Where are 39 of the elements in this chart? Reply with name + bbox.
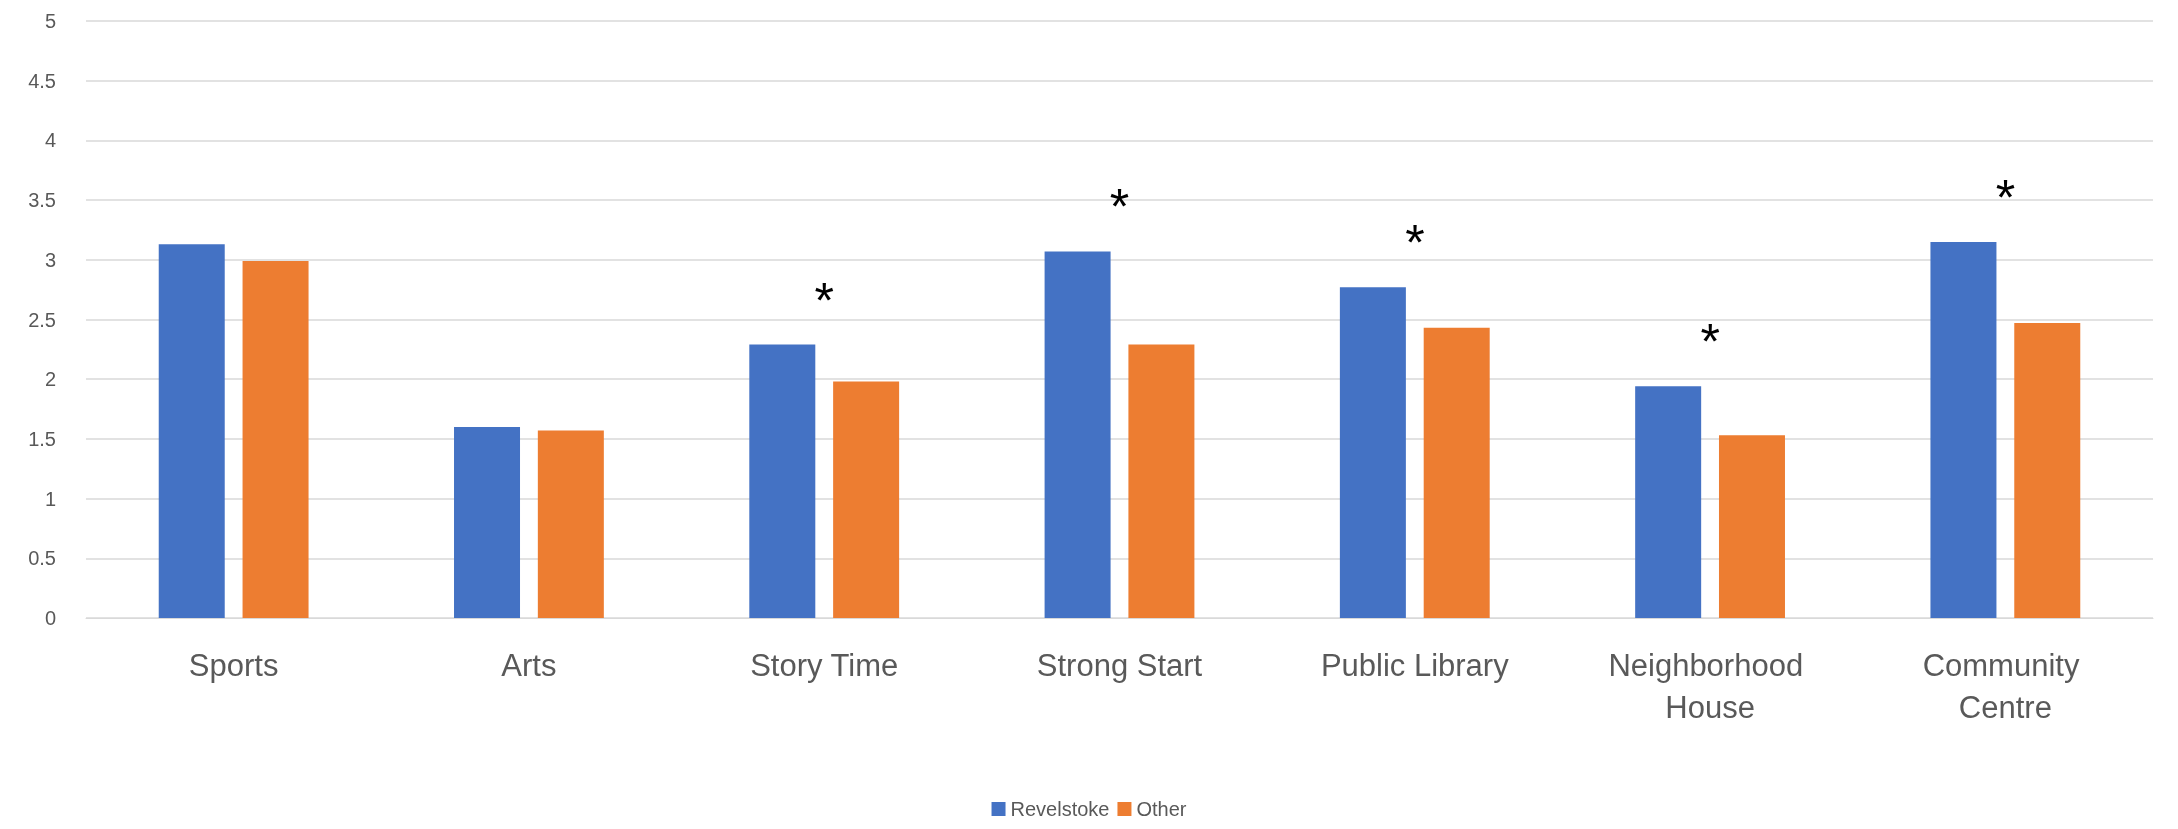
y-tick-label: 1.5 xyxy=(28,427,56,450)
x-tick-label: Community Centre xyxy=(1922,647,2089,725)
bar xyxy=(454,426,521,618)
x-tick-label: Strong Start xyxy=(1036,647,1203,683)
y-tick-label: 4.5 xyxy=(28,69,56,92)
data-label: * xyxy=(1405,215,1425,272)
x-tick-label: Sports xyxy=(188,647,279,683)
y-tick-label: 1 xyxy=(44,487,56,510)
bar xyxy=(1930,241,1997,618)
bar xyxy=(749,344,816,618)
y-tick-label: 2.5 xyxy=(28,308,56,331)
y-tick-label: 5 xyxy=(44,10,56,32)
bar xyxy=(2014,323,2081,618)
data-label: * xyxy=(814,272,835,329)
legend-label: Revelstoke xyxy=(1010,798,1110,820)
data-label: * xyxy=(1109,179,1130,236)
y-tick-label: 4 xyxy=(44,129,56,152)
x-tick-label: Neighborhood House xyxy=(1608,647,1812,725)
bar xyxy=(1635,386,1702,618)
bar xyxy=(833,381,900,618)
bar xyxy=(158,244,225,618)
bar xyxy=(1423,327,1490,618)
bar xyxy=(242,260,309,618)
y-tick-label: 2 xyxy=(44,368,56,391)
y-tick-label: 0 xyxy=(44,607,56,629)
bar xyxy=(537,430,604,618)
bar xyxy=(1044,251,1111,618)
bar xyxy=(1718,435,1785,618)
data-label: * xyxy=(1995,169,2016,226)
legend-label: Other xyxy=(1136,798,1187,820)
x-tick-label: Arts xyxy=(501,647,557,683)
x-tick-label: Public Library xyxy=(1320,647,1510,683)
y-tick-label: 3 xyxy=(44,248,56,271)
y-tick-label: 0.5 xyxy=(28,547,56,570)
bar xyxy=(1339,287,1406,618)
x-tick-label: Story Time xyxy=(750,647,899,683)
y-tick-label: 3.5 xyxy=(28,189,56,212)
data-label: * xyxy=(1700,314,1720,371)
bar xyxy=(1128,344,1195,618)
